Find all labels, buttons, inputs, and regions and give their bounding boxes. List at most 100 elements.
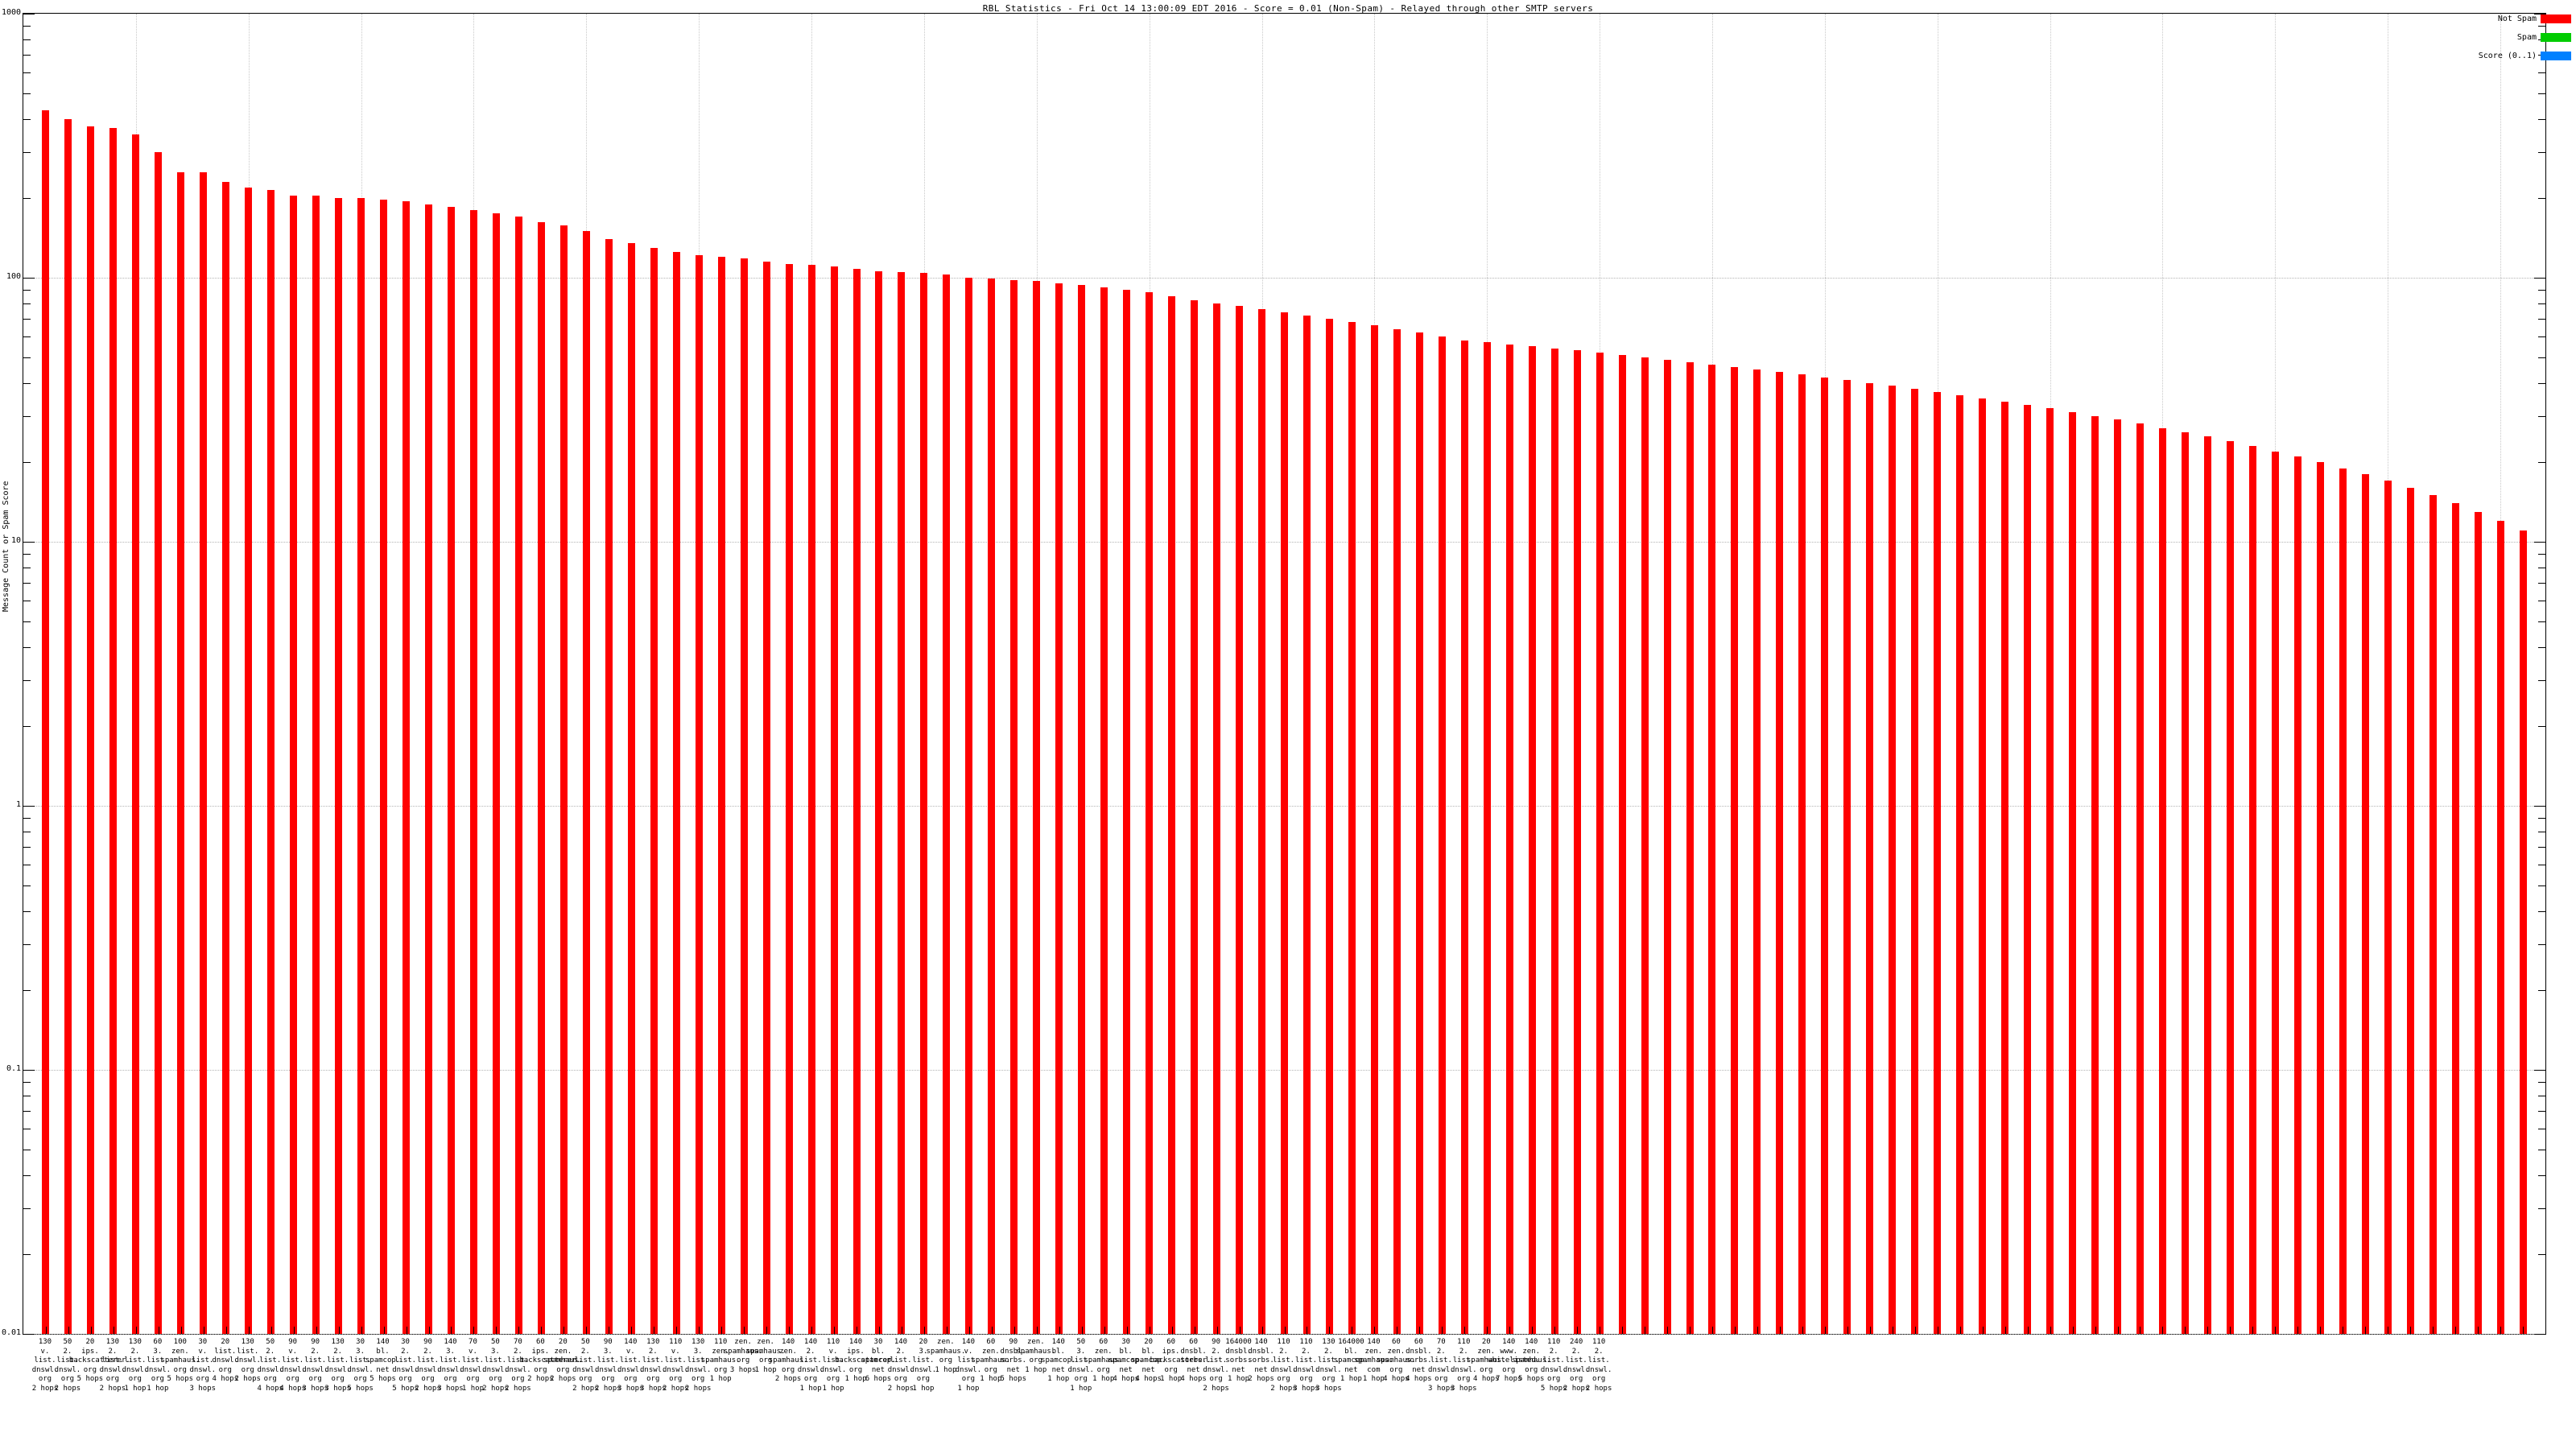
x-axis-tick xyxy=(428,1327,430,1334)
y-axis-tick xyxy=(2534,542,2545,543)
x-axis-tick-label: 140 bl. spamcop. net 5 hops xyxy=(365,1338,401,1383)
x-axis-tick xyxy=(1802,1327,1803,1334)
x-axis-tick xyxy=(1532,1327,1534,1334)
bar xyxy=(42,110,50,1334)
y-axis-minor-tick xyxy=(23,1254,31,1256)
y-axis-minor-tick xyxy=(23,54,31,56)
x-axis-tick xyxy=(1374,1327,1376,1334)
bar xyxy=(155,151,163,1334)
x-axis-tick xyxy=(586,1327,588,1334)
x-axis-tick xyxy=(766,1327,768,1334)
x-axis-tick xyxy=(1622,1327,1624,1334)
x-axis-tick xyxy=(248,1327,250,1334)
bar xyxy=(1438,336,1446,1334)
x-axis-tick xyxy=(2027,1327,2029,1334)
y-axis-minor-tick xyxy=(2538,1110,2545,1112)
y-axis-minor-tick xyxy=(2538,382,2545,384)
x-axis-tick xyxy=(1734,1327,1736,1334)
x-axis-tick xyxy=(180,1327,182,1334)
x-axis-tick xyxy=(2275,1327,2277,1334)
x-axis-tick-label: 50 3. list. dnswl. org 1 hop xyxy=(1067,1338,1094,1393)
x-axis-tick xyxy=(2072,1327,2074,1334)
x-axis-tick-label: 70 v. list. dnswl. org 1 hop xyxy=(460,1338,486,1393)
x-axis-tick xyxy=(270,1327,272,1334)
x-axis-tick xyxy=(811,1327,813,1334)
x-axis-tick-label: zen. spamhaus. org 1 hop xyxy=(1016,1338,1056,1374)
x-axis-tick xyxy=(383,1327,385,1334)
y-axis-minor-tick xyxy=(23,818,31,819)
bar xyxy=(807,264,815,1334)
x-axis-tick-label: 70 2. list. dnswl. org 3 hops xyxy=(1428,1338,1455,1393)
y-axis-minor-tick xyxy=(2538,621,2545,622)
bar xyxy=(1821,377,1829,1334)
bar xyxy=(1573,350,1581,1334)
x-axis-tick xyxy=(1869,1327,1871,1334)
x-axis-tick-label: 90 v. list. dnswl. org 4 hops xyxy=(279,1338,306,1393)
y-axis-minor-tick xyxy=(2538,818,2545,819)
bar xyxy=(2248,446,2256,1334)
x-axis-tick-label: 140 zen. spamhaus. com 1 hop xyxy=(1354,1338,1393,1383)
x-axis-tick xyxy=(1419,1327,1421,1334)
y-axis-minor-tick xyxy=(2538,303,2545,304)
y-axis-tick xyxy=(23,542,35,543)
bar xyxy=(920,273,928,1334)
x-axis-tick-label: 100 zen. spamhaus. org 5 hops xyxy=(160,1338,200,1383)
bar xyxy=(1393,328,1401,1334)
bar xyxy=(1663,359,1671,1334)
bar xyxy=(402,200,411,1334)
bar xyxy=(1776,371,1784,1334)
x-axis-tick xyxy=(1824,1327,1826,1334)
bar xyxy=(267,189,275,1334)
y-axis-minor-tick xyxy=(2538,462,2545,464)
x-axis-tick xyxy=(225,1327,227,1334)
x-axis-tick-label: 140 bl. spamcop. net 1 hop xyxy=(1041,1338,1076,1383)
bar xyxy=(1325,318,1333,1334)
x-axis-tick xyxy=(631,1327,633,1334)
x-axis-tick-label: 20 list. dnswl. org 4 hops xyxy=(212,1338,238,1383)
bar xyxy=(2429,495,2437,1334)
bar xyxy=(469,210,477,1334)
x-axis-tick xyxy=(676,1327,678,1334)
x-axis-tick xyxy=(744,1327,745,1334)
bar xyxy=(1415,332,1423,1334)
x-axis-tick-label: 110 zen. spamhaus. org 1 hop xyxy=(700,1338,741,1383)
bar xyxy=(222,182,230,1334)
bar xyxy=(245,187,253,1334)
y-axis-tick-label: 1 xyxy=(15,800,21,809)
x-axis-tick xyxy=(2162,1327,2164,1334)
x-axis-tick-label: 20 bl. spamcop. net 4 hops xyxy=(1130,1338,1166,1383)
x-axis-tick xyxy=(473,1327,475,1334)
x-axis-tick xyxy=(2455,1327,2457,1334)
y-axis-tick-label: 10 xyxy=(10,536,21,545)
bar xyxy=(2384,481,2392,1334)
y-axis-minor-tick xyxy=(2538,72,2545,73)
y-axis-minor-tick xyxy=(23,1208,31,1209)
y-axis-minor-tick xyxy=(23,582,31,584)
x-axis-tick xyxy=(1329,1327,1331,1334)
y-axis-tick-label: 1000 xyxy=(2,8,22,17)
legend-item-spam[interactable]: Spam xyxy=(2442,30,2571,44)
x-axis-tick xyxy=(2365,1327,2367,1334)
x-axis-tick xyxy=(968,1327,970,1334)
y-axis-minor-tick xyxy=(23,679,31,681)
x-axis-tick xyxy=(90,1327,92,1334)
x-axis-tick xyxy=(1959,1327,1961,1334)
x-axis-tick xyxy=(2410,1327,2412,1334)
x-axis-tick xyxy=(1261,1327,1263,1334)
legend-item-score-0-1[interactable]: Score (0..1) xyxy=(2442,48,2571,63)
x-axis-tick-label: 240 2. list. dnswl. org 2 hops xyxy=(1563,1338,1590,1393)
y-gridline xyxy=(23,278,2545,279)
bar xyxy=(1979,398,1987,1334)
x-axis-tick xyxy=(1126,1327,1128,1334)
y-axis-minor-tick xyxy=(23,72,31,73)
x-axis-tick xyxy=(1464,1327,1466,1334)
x-axis-tick xyxy=(1216,1327,1218,1334)
bar xyxy=(87,126,95,1334)
legend-item-not-spam[interactable]: Not Spam xyxy=(2442,11,2571,26)
bar xyxy=(2451,503,2459,1334)
bar xyxy=(2339,468,2347,1334)
x-axis-tick xyxy=(1554,1327,1556,1334)
x-axis-tick-label: 130 list. dnswl. org 2 hops xyxy=(234,1338,261,1383)
x-axis-tick xyxy=(721,1327,723,1334)
y-axis-tick xyxy=(2534,1070,2545,1071)
